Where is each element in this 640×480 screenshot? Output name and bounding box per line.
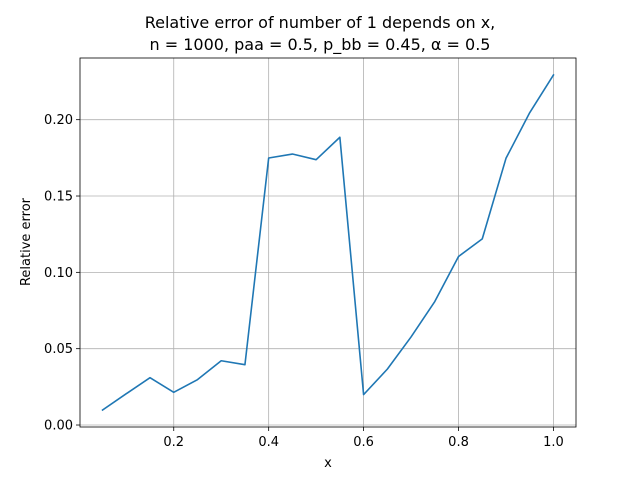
y-tick-label: 0.20 — [44, 113, 73, 128]
y-tick-label: 0.00 — [44, 419, 73, 434]
x-tick-label: 0.4 — [258, 435, 279, 450]
y-axis-label: Relative error — [19, 197, 34, 286]
y-tick-label: 0.05 — [44, 342, 73, 357]
x-tick-label: 0.2 — [163, 435, 184, 450]
plot-frame — [79, 57, 577, 428]
y-axis: 0.00 0.05 0.10 0.15 0.20 — [44, 113, 80, 434]
x-axis-label: x — [324, 456, 332, 471]
grid — [80, 58, 576, 427]
chart-title-line-1: Relative error of number of 1 depends on… — [145, 13, 496, 32]
chart-title-line-2: n = 1000, paa = 0.5, p_bb = 0.45, α = 0.… — [150, 35, 491, 55]
x-axis: 0.2 0.4 0.6 0.8 1.0 — [163, 427, 564, 450]
series-group — [101, 73, 555, 412]
y-tick-label: 0.15 — [44, 190, 73, 205]
x-tick-label: 0.8 — [448, 435, 469, 450]
x-tick-label: 1.0 — [543, 435, 564, 450]
series-line — [101, 73, 555, 412]
y-tick-label: 0.10 — [44, 266, 73, 281]
x-tick-label: 0.6 — [353, 435, 374, 450]
